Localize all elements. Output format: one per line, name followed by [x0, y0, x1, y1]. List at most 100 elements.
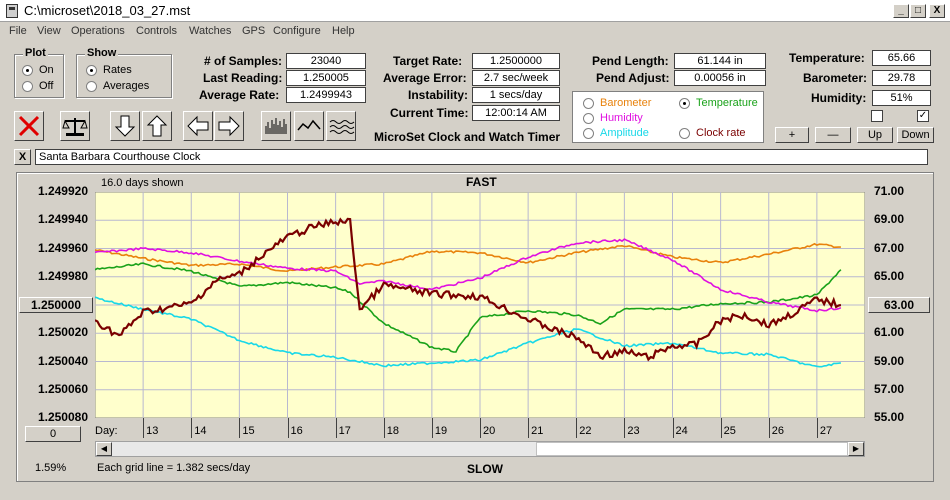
stop-button[interactable]: [14, 111, 44, 141]
x-tick-label: 24: [675, 425, 688, 437]
app-icon: [6, 4, 18, 18]
scroll-left-button[interactable]: ◀: [96, 442, 112, 456]
wave-view-button[interactable]: [326, 111, 356, 141]
average-error-field: 2.7 sec/week: [472, 70, 560, 86]
slow-label: SLOW: [467, 462, 503, 476]
pend-length-label: Pend Length:: [592, 54, 669, 68]
series-lines: [95, 217, 842, 368]
series-clock-rate-radio[interactable]: [679, 128, 690, 139]
menu-watches[interactable]: Watches: [189, 25, 232, 37]
scale-icon: [62, 118, 88, 136]
y-right-tick-label: 61.00: [874, 325, 905, 340]
show-averages-label: Averages: [103, 80, 150, 92]
minimize-button[interactable]: _: [893, 4, 909, 18]
x-tick-label: 25: [723, 425, 736, 437]
target-rate-field: 1.2500000: [472, 53, 560, 69]
option-checkbox-1[interactable]: [871, 110, 883, 122]
chart-frame: [16, 172, 934, 482]
scroll-right-button[interactable]: ▶: [848, 442, 864, 456]
y-right-tick-label: 69.00: [874, 212, 905, 227]
plot-off-radio[interactable]: [22, 81, 33, 92]
horizontal-scrollbar[interactable]: ◀ ▶: [95, 441, 865, 457]
plus-button[interactable]: +: [775, 127, 809, 143]
series-line-barometer: [95, 242, 841, 273]
instability-field: 1 secs/day: [472, 87, 560, 103]
close-button[interactable]: X: [929, 4, 945, 18]
up-arrow-button[interactable]: [142, 111, 172, 141]
menu-bar: File View Operations Controls Watches GP…: [0, 22, 950, 42]
series-humidity-label: Humidity: [600, 112, 643, 124]
scroll-thumb[interactable]: [536, 442, 848, 456]
y-right-tick-label: 57.00: [874, 381, 905, 396]
series-barometer-label: Barometer: [600, 97, 652, 109]
minus-button[interactable]: —: [815, 127, 851, 143]
left-arrow-button[interactable]: [183, 111, 213, 141]
series-line-amplitude: [95, 296, 841, 368]
x-tick-mark: [143, 418, 145, 438]
series-barometer-radio[interactable]: [583, 98, 594, 109]
plot-group: Plot On Off: [14, 47, 64, 98]
menu-file[interactable]: File: [9, 25, 27, 37]
menu-operations[interactable]: Operations: [71, 25, 125, 37]
show-group-title: Show: [85, 47, 119, 59]
plot-on-label: On: [39, 64, 54, 76]
x-tick-mark: [768, 418, 770, 438]
series-amplitude-label: Amplitude: [600, 127, 649, 139]
clock-close-button[interactable]: X: [14, 149, 31, 165]
x-tick-label: 15: [242, 425, 255, 437]
series-humidity-radio[interactable]: [583, 113, 594, 124]
right-arrow-button[interactable]: [214, 111, 244, 141]
percent-label: 1.59%: [35, 462, 67, 474]
pend-length-field: 61.144 in: [674, 53, 766, 69]
humidity-field: 51%: [872, 90, 931, 106]
y-left-tick-label: 1.249960: [37, 240, 88, 255]
show-rates-radio[interactable]: [86, 65, 97, 76]
barometer-field: 29.78: [872, 70, 931, 86]
x-tick-label: 21: [531, 425, 544, 437]
y-right-tick-label: 67.00: [874, 240, 905, 255]
wave-icon: [329, 120, 355, 134]
line-view-button[interactable]: [294, 111, 324, 141]
series-amplitude-radio[interactable]: [583, 128, 594, 139]
balance-button[interactable]: [60, 111, 90, 141]
y-left-tick-label: 1.250040: [37, 353, 88, 368]
line-graph-icon: [297, 119, 321, 131]
y-left-tick-label: 1.250020: [37, 325, 88, 340]
show-averages-radio[interactable]: [86, 81, 97, 92]
down-arrow-button[interactable]: [110, 111, 140, 141]
zero-button[interactable]: 0: [25, 426, 81, 442]
plot-on-radio[interactable]: [22, 65, 33, 76]
up-button[interactable]: Up: [857, 127, 893, 143]
x-tick-label: 17: [338, 425, 351, 437]
down-button[interactable]: Down: [897, 127, 934, 143]
menu-help[interactable]: Help: [332, 25, 355, 37]
menu-configure[interactable]: Configure: [273, 25, 321, 37]
y-right-tick-label: 65.00: [874, 268, 905, 283]
option-checkbox-2[interactable]: ✓: [917, 110, 929, 122]
left-center-button[interactable]: 1.250000: [19, 297, 93, 313]
x-tick-mark: [816, 418, 818, 438]
y-left-tick-label: 1.250080: [37, 410, 88, 424]
temperature-field: 65.66: [872, 50, 931, 66]
x-tick-label: 26: [771, 425, 784, 437]
pend-adjust-label: Pend Adjust:: [596, 71, 670, 85]
maximize-button[interactable]: □: [910, 4, 926, 18]
humidity-label: Humidity:: [811, 91, 867, 105]
bars-view-button[interactable]: [261, 111, 291, 141]
x-tick-label: 13: [146, 425, 159, 437]
menu-view[interactable]: View: [37, 25, 61, 37]
series-temperature-radio[interactable]: [679, 98, 690, 109]
show-group: Show Rates Averages: [76, 47, 172, 98]
chart-plot-area: [95, 192, 865, 418]
menu-controls[interactable]: Controls: [136, 25, 177, 37]
menu-gps[interactable]: GPS: [242, 25, 266, 37]
x-tick-mark: [431, 418, 433, 438]
x-tick-mark: [528, 418, 530, 438]
series-selector: Barometer Temperature Humidity Amplitude…: [572, 91, 764, 143]
x-tick-label: 14: [194, 425, 207, 437]
y-right-tick-label: 71.00: [874, 184, 905, 198]
clock-name-field[interactable]: Santa Barbara Courthouse Clock: [35, 149, 928, 165]
average-rate-label: Average Rate:: [199, 88, 280, 102]
right-center-button[interactable]: 63.00: [868, 297, 930, 313]
plot-group-title: Plot: [23, 47, 48, 59]
